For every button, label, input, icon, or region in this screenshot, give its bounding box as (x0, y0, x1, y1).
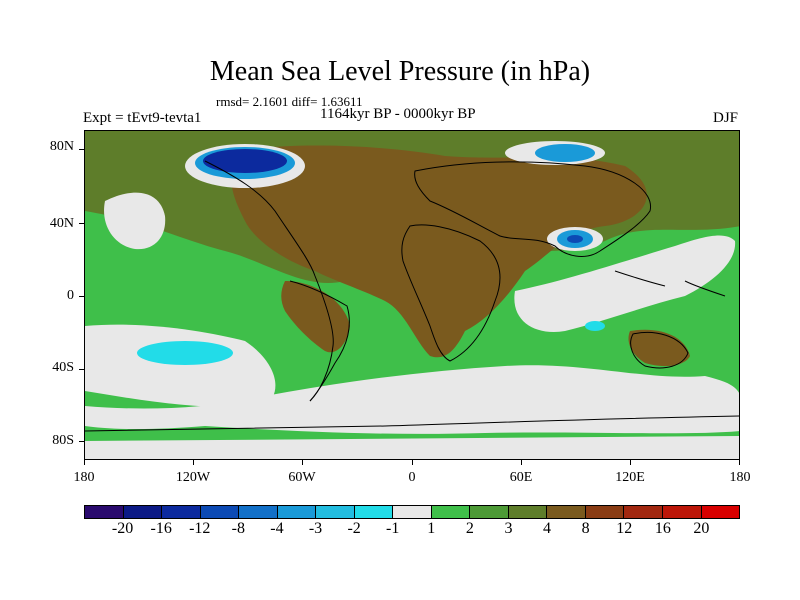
lon-label-120e: 120E (615, 470, 645, 485)
colorbar-segment (662, 506, 702, 518)
tibet-low-core (567, 235, 583, 243)
colorbar-label: -16 (150, 520, 172, 537)
colorbar-segment (624, 506, 663, 518)
land-anomaly-brown (230, 145, 647, 358)
colorbar-label: 2 (465, 520, 474, 537)
colorbar-label: 8 (581, 520, 590, 537)
pressure-map (84, 130, 740, 460)
lon-tick (412, 460, 413, 465)
lon-tick (302, 460, 303, 465)
colorbar-segment (393, 506, 432, 518)
south-pacific-low (137, 341, 233, 365)
colorbar-segment (277, 506, 317, 518)
colorbar-label: 4 (543, 520, 552, 537)
antarctic-white (85, 436, 739, 459)
colorbar-label: -8 (231, 520, 245, 537)
lat-label-80s: 80S (52, 433, 74, 448)
colorbar-segment (316, 506, 355, 518)
southern-ocean-white (85, 365, 739, 434)
lon-label-0: 0 (408, 470, 416, 485)
colorbar-segment (239, 506, 278, 518)
lon-tick (84, 460, 85, 465)
lat-label-40s: 40S (52, 360, 74, 375)
lon-tick (521, 460, 522, 465)
lon-tick (739, 460, 740, 465)
experiment-label: Expt = tEvt9-tevta1 (83, 110, 202, 126)
colorbar-segment (123, 506, 163, 518)
south-pacific-white (85, 324, 276, 408)
indian-ocean-cyan (585, 321, 605, 331)
lat-label-40n: 40N (49, 216, 74, 231)
season-label: DJF (712, 110, 738, 126)
lat-tick (79, 369, 84, 370)
colorbar-segment (547, 506, 586, 518)
colorbar-label: 12 (616, 520, 633, 537)
colorbar-segment (470, 506, 509, 518)
colorbar-label: 16 (654, 520, 671, 537)
colorbar-segment (701, 506, 740, 518)
lat-label-0: 0 (67, 288, 74, 303)
colorbar-label: -4 (270, 520, 284, 537)
colorbar-segment (200, 506, 240, 518)
colorbar (84, 505, 740, 519)
lat-tick (79, 149, 84, 150)
coastlines (85, 160, 739, 432)
arctic-low (535, 144, 595, 162)
chart-title: Mean Sea Level Pressure (in hPa) (209, 56, 591, 87)
lat-tick (79, 223, 84, 224)
colorbar-label: -12 (189, 520, 211, 537)
lat-label-80n: 80N (49, 139, 74, 154)
lat-tick (79, 296, 84, 297)
colorbar-segment (585, 506, 625, 518)
lat-tick (79, 441, 84, 442)
colorbar-label: -20 (111, 520, 134, 537)
colorbar-label: -3 (308, 520, 323, 537)
indian-ocean-white (514, 235, 736, 332)
colorbar-segment (85, 506, 124, 518)
colorbar-label: -1 (386, 520, 400, 537)
lon-label-60w: 60W (288, 470, 316, 485)
colorbar-segment (431, 506, 471, 518)
period-label: 1164kyr BP - 0000kyr BP (320, 106, 476, 122)
colorbar-segment (162, 506, 201, 518)
lon-tick (630, 460, 631, 465)
colorbar-segment (508, 506, 548, 518)
lon-tick (193, 460, 194, 465)
lon-label-180w: 180 (73, 470, 95, 485)
colorbar-segment (354, 506, 394, 518)
colorbar-label: 3 (504, 520, 513, 537)
lon-label-60e: 60E (509, 470, 533, 485)
colorbar-label: 1 (427, 520, 436, 537)
greenland-low-core (203, 149, 287, 173)
stats-text: rmsd= 2.1601 diff= 1.63611 (216, 94, 363, 109)
north-pacific-white (104, 192, 166, 250)
lon-label-120w: 120W (175, 470, 211, 485)
colorbar-label: -2 (347, 520, 361, 537)
lon-label-180e: 180 (729, 470, 751, 485)
colorbar-label: 20 (693, 520, 710, 537)
